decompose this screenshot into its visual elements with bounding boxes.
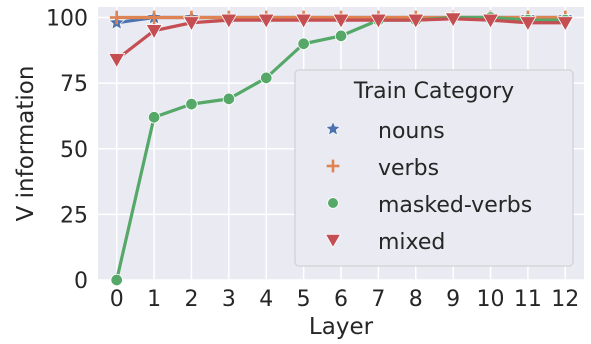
legend-item-mixed: mixed [324,230,445,255]
series-layer [108,8,574,287]
x-tick-label: 6 [334,287,348,312]
data-point [222,92,236,106]
x-tick-label: 12 [551,287,579,312]
legend: Train Category nouns verbs masked-verbs mix… [294,69,574,267]
y-axis-label: V information [13,66,39,222]
legend-box [294,69,574,267]
x-tick-label: 8 [409,287,423,312]
y-tick-label: 25 [60,203,88,228]
data-point [182,16,201,32]
x-tick-label: 3 [222,287,236,312]
data-point [147,10,161,25]
data-point [369,13,388,29]
data-point [108,53,126,69]
legend-marker [325,120,341,136]
legend-item-verbs: verbs [326,156,439,181]
y-tick-label: 50 [60,138,88,163]
legend-label: verbs [378,156,439,181]
data-point [294,13,313,29]
x-tick-label: 11 [514,287,542,312]
y-tick-label: 100 [46,7,88,32]
data-point [519,16,537,32]
data-point [260,71,273,85]
x-axis-label: Layer [309,314,374,340]
x-tick-label: 5 [297,287,311,312]
data-point [297,37,310,50]
data-point [556,16,574,32]
y-tick-label: 75 [60,72,88,97]
data-point [147,111,161,124]
legend-marker [326,159,340,173]
x-tick-label: 7 [371,287,385,312]
data-point [185,97,198,111]
data-point [257,13,275,29]
data-point [110,273,123,287]
x-tick-label: 0 [110,287,124,312]
series-mixed [108,12,574,69]
data-point [481,13,500,29]
data-point [407,13,425,29]
legend-marker [327,197,339,209]
legend-label: masked-verbs [378,193,532,218]
data-point [220,13,238,29]
legend-item-masked-verbs: masked-verbs [327,193,532,218]
legend-items: nouns verbs masked-verbs mixed [324,119,532,255]
x-tick-label: 4 [259,287,273,312]
legend-label: nouns [378,119,445,144]
x-tick-label: 2 [184,287,198,312]
data-point [109,10,124,25]
legend-marker [324,233,342,249]
x-tick-label: 1 [147,287,161,312]
data-point [145,24,163,40]
y-tick-label: 0 [74,269,88,294]
x-tick-label: 9 [446,287,460,312]
data-point [334,29,348,43]
legend-title: Train Category [353,79,514,104]
data-point [332,13,350,29]
x-tick-label: 10 [477,287,505,312]
data-point [444,12,462,28]
legend-label: mixed [378,230,445,255]
legend-item-nouns: nouns [325,119,445,144]
